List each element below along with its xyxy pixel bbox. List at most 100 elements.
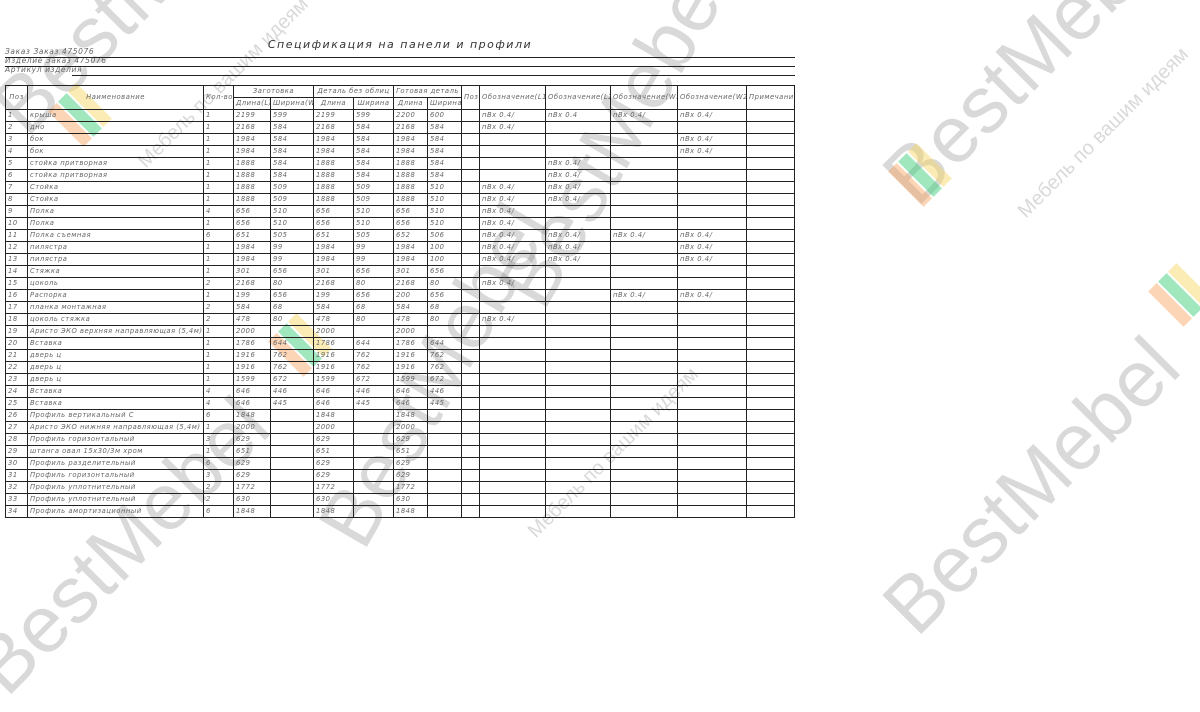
cell-edge-w1: [610, 481, 679, 494]
table-row: 2 дно 1 2168 584 2168 584 2168 584 пВх 0.4/: [5, 121, 796, 134]
cell-blank-length: 301: [233, 265, 271, 278]
cell-detail-width: [352, 325, 395, 338]
cell-edge-l1: пВх 0.4/: [479, 193, 547, 206]
cell-qty: 1: [203, 121, 234, 134]
cell-edge-w2: [677, 349, 748, 362]
cell-blank-width: 510: [270, 217, 314, 230]
cell-edge-l2: [545, 337, 612, 350]
cell-pos2: [461, 241, 481, 254]
cell-finished-length: 584: [393, 301, 429, 314]
cell-edge-w1: [610, 337, 679, 350]
cell-blank-width: 656: [270, 289, 314, 302]
table-row: 27 Аристо ЭКО нижняя направляющая (5,4м) 1…: [5, 421, 796, 434]
cell-detail-length: 2000: [313, 325, 354, 338]
cell-name: планка монтажная: [27, 301, 204, 314]
cell-edge-w2: [677, 409, 748, 422]
cell-pos: 20: [5, 337, 28, 350]
cell-pos: 29: [5, 445, 28, 458]
col-edge-w2: Обозначение(W2): [677, 85, 748, 110]
specification-table: Поз Наименование Кол-во Заготовка Деталь…: [5, 85, 796, 518]
cell-note: [746, 121, 796, 134]
cell-finished-width: [427, 469, 463, 482]
cell-pos: 32: [5, 481, 28, 494]
cell-finished-width: 506: [427, 229, 463, 242]
cell-note: [746, 157, 796, 170]
cell-blank-length: 1848: [233, 409, 271, 422]
cell-name: Полка: [27, 217, 204, 230]
cell-finished-width: [427, 481, 463, 494]
cell-finished-length: 646: [393, 397, 429, 410]
cell-detail-length: 1848: [313, 505, 354, 518]
table-row: 33 Профиль уплотнительный 2 630 630 630: [5, 493, 796, 506]
table-row: 23 дверь ц 1 1599 672 1599 672 1599 672: [5, 373, 796, 386]
cell-finished-length: 1984: [393, 253, 429, 266]
cell-name: стойка притворная: [27, 169, 204, 182]
cell-detail-length: 584: [313, 301, 354, 314]
cell-qty: 1: [203, 445, 234, 458]
col-blank-length: Длина(L): [233, 97, 271, 110]
cell-edge-w2: [677, 121, 748, 134]
cell-edge-w2: [677, 445, 748, 458]
cell-name: Профиль горизонтальный: [27, 433, 204, 446]
cell-detail-length: 1848: [313, 409, 354, 422]
cell-pos2: [461, 217, 481, 230]
cell-blank-length: 629: [233, 433, 271, 446]
cell-finished-width: 672: [427, 373, 463, 386]
cell-name: бок: [27, 145, 204, 158]
cell-name: Аристо ЭКО нижняя направляющая (5,4м): [27, 421, 204, 434]
cell-edge-l2: [545, 385, 612, 398]
cell-edge-w1: [610, 205, 679, 218]
cell-detail-width: [352, 433, 395, 446]
cell-finished-width: 68: [427, 301, 463, 314]
cell-note: [746, 421, 796, 434]
cell-detail-length: 1786: [313, 337, 354, 350]
cell-pos2: [461, 493, 481, 506]
cell-finished-length: 2000: [393, 421, 429, 434]
cell-detail-length: 646: [313, 397, 354, 410]
watermark-brand: BestMebel: [865, 320, 1196, 651]
cell-pos: 10: [5, 217, 28, 230]
cell-pos2: [461, 409, 481, 422]
table-row: 28 Профиль горизонтальный 3 629 629 629: [5, 433, 796, 446]
cell-qty: 1: [203, 181, 234, 194]
cell-edge-l2: пВх 0.4/: [545, 181, 612, 194]
cell-detail-width: [352, 409, 395, 422]
cell-edge-w1: [610, 421, 679, 434]
cell-edge-l1: [479, 469, 547, 482]
cell-edge-l1: пВх 0.4/: [479, 229, 547, 242]
cell-pos: 13: [5, 253, 28, 266]
cell-pos2: [461, 169, 481, 182]
table-row: 20 Вставка 1 1786 644 1786 644 1786 644: [5, 337, 796, 350]
cell-note: [746, 181, 796, 194]
cell-blank-length: 2168: [233, 277, 271, 290]
cell-finished-length: 629: [393, 457, 429, 470]
cell-pos: 12: [5, 241, 28, 254]
cell-finished-width: 656: [427, 289, 463, 302]
cell-edge-w2: пВх 0.4/: [677, 229, 748, 242]
cell-note: [746, 169, 796, 182]
cell-edge-l1: пВх 0.4/: [479, 253, 547, 266]
cell-edge-w1: [610, 469, 679, 482]
cell-finished-length: 1984: [393, 133, 429, 146]
cell-edge-l2: [545, 409, 612, 422]
cell-detail-width: 445: [352, 397, 395, 410]
cell-name: Профиль амортизационный: [27, 505, 204, 518]
cell-blank-width: 762: [270, 361, 314, 374]
cell-edge-l1: [479, 433, 547, 446]
cell-finished-width: 100: [427, 241, 463, 254]
cell-pos: 21: [5, 349, 28, 362]
cell-blank-width: 446: [270, 385, 314, 398]
cell-blank-width: [270, 505, 314, 518]
cell-detail-width: 584: [352, 169, 395, 182]
cell-pos2: [461, 349, 481, 362]
cell-finished-length: 629: [393, 469, 429, 482]
cell-finished-width: [427, 409, 463, 422]
cell-finished-width: 584: [427, 169, 463, 182]
cell-blank-length: 1984: [233, 253, 271, 266]
cell-note: [746, 409, 796, 422]
cell-pos: 18: [5, 313, 28, 326]
cell-edge-l1: [479, 325, 547, 338]
cell-pos: 34: [5, 505, 28, 518]
cell-blank-width: [270, 481, 314, 494]
cell-blank-length: 2199: [233, 109, 271, 122]
